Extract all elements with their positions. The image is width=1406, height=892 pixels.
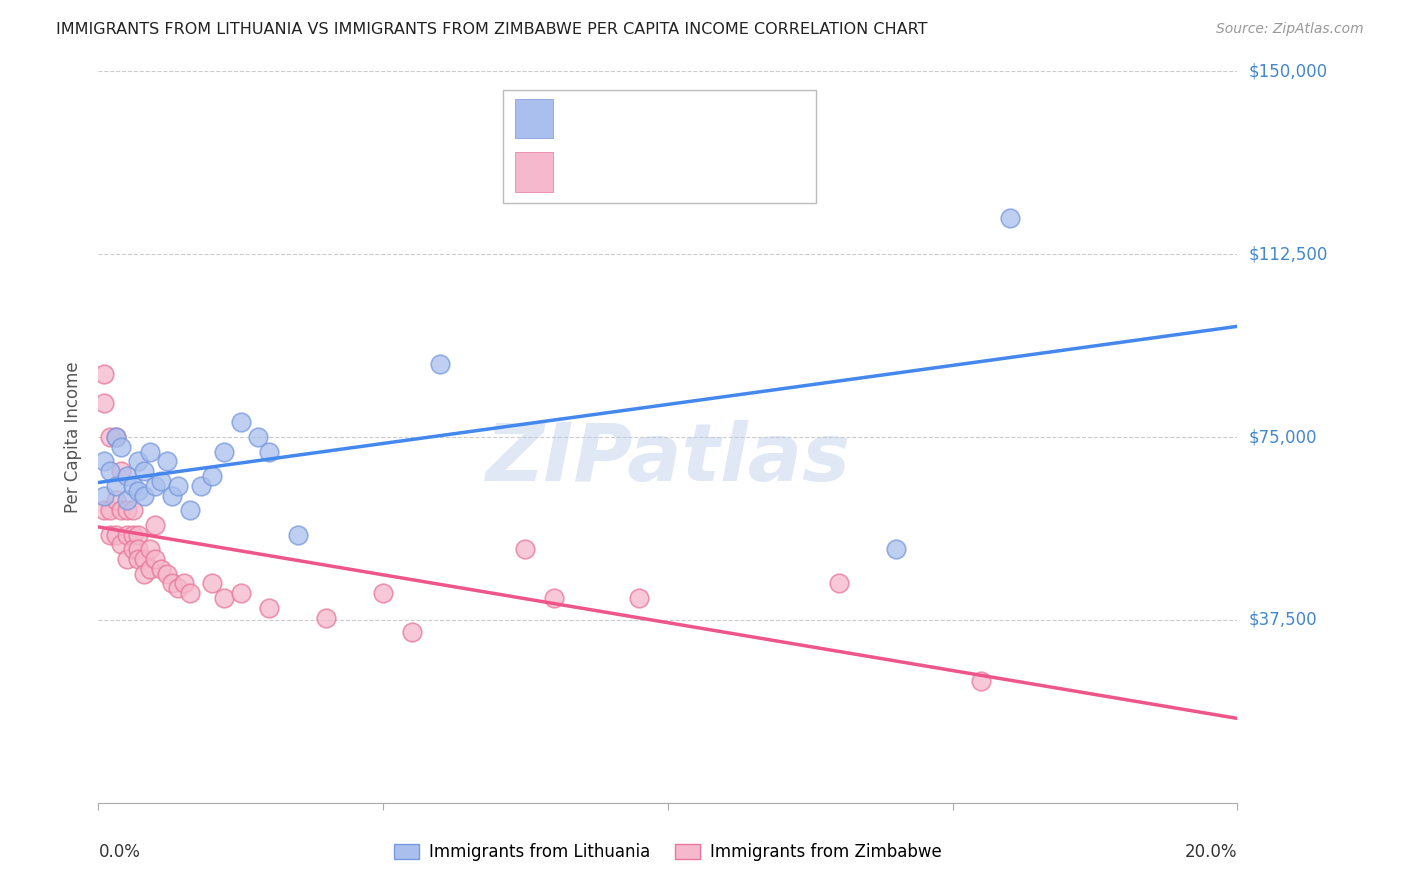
Point xyxy=(127,483,149,498)
Point xyxy=(98,503,121,517)
Point xyxy=(121,527,143,541)
Point xyxy=(162,489,184,503)
Legend: Immigrants from Lithuania, Immigrants from Zimbabwe: Immigrants from Lithuania, Immigrants fr… xyxy=(387,837,949,868)
Point xyxy=(110,440,132,454)
Point xyxy=(138,444,160,458)
Point xyxy=(104,493,127,508)
Point xyxy=(515,542,537,557)
Point xyxy=(121,542,143,557)
Point xyxy=(127,527,149,541)
Point xyxy=(229,416,252,430)
Point xyxy=(132,552,155,566)
Point xyxy=(315,610,337,624)
Point xyxy=(98,464,121,478)
Point xyxy=(287,527,309,541)
Point xyxy=(156,566,179,581)
Text: $112,500: $112,500 xyxy=(1249,245,1327,263)
Text: $150,000: $150,000 xyxy=(1249,62,1327,80)
Point xyxy=(115,493,138,508)
Point xyxy=(115,527,138,541)
Point xyxy=(104,479,127,493)
Point xyxy=(259,444,281,458)
Point xyxy=(150,562,173,576)
Point xyxy=(201,576,224,591)
Point xyxy=(229,586,252,600)
Point xyxy=(132,489,155,503)
Point xyxy=(104,430,127,444)
Point xyxy=(145,479,167,493)
Point xyxy=(104,527,127,541)
Point xyxy=(145,552,167,566)
Text: $37,500: $37,500 xyxy=(1249,611,1317,629)
Point xyxy=(110,537,132,551)
Text: 20.0%: 20.0% xyxy=(1185,843,1237,861)
Point xyxy=(970,673,993,688)
Point xyxy=(401,625,423,640)
Point xyxy=(121,479,143,493)
Point xyxy=(110,503,132,517)
Point xyxy=(121,503,143,517)
Point xyxy=(127,454,149,468)
Point xyxy=(115,503,138,517)
Point xyxy=(93,396,115,410)
Point xyxy=(259,600,281,615)
Point xyxy=(115,469,138,483)
Point xyxy=(115,552,138,566)
Text: IMMIGRANTS FROM LITHUANIA VS IMMIGRANTS FROM ZIMBABWE PER CAPITA INCOME CORRELAT: IMMIGRANTS FROM LITHUANIA VS IMMIGRANTS … xyxy=(56,22,928,37)
Point xyxy=(179,586,201,600)
Point xyxy=(828,576,851,591)
Point xyxy=(201,469,224,483)
Point xyxy=(212,444,235,458)
Point xyxy=(628,591,651,605)
Point xyxy=(190,479,212,493)
Point xyxy=(127,542,149,557)
Point xyxy=(93,489,115,503)
Point xyxy=(93,503,115,517)
Point xyxy=(127,552,149,566)
Point xyxy=(132,566,155,581)
Point xyxy=(543,591,565,605)
Text: ZIPatlas: ZIPatlas xyxy=(485,420,851,498)
Point xyxy=(173,576,195,591)
Point xyxy=(93,454,115,468)
Point xyxy=(162,576,184,591)
Point xyxy=(373,586,395,600)
Y-axis label: Per Capita Income: Per Capita Income xyxy=(65,361,83,513)
Point xyxy=(212,591,235,605)
Point xyxy=(110,464,132,478)
Point xyxy=(429,357,451,371)
Point xyxy=(104,430,127,444)
Point xyxy=(138,542,160,557)
Point xyxy=(98,527,121,541)
Point xyxy=(167,479,190,493)
Point xyxy=(884,542,907,557)
Point xyxy=(98,430,121,444)
Text: 0.0%: 0.0% xyxy=(98,843,141,861)
Point xyxy=(138,562,160,576)
Point xyxy=(179,503,201,517)
Point xyxy=(156,454,179,468)
Point xyxy=(246,430,269,444)
Text: $75,000: $75,000 xyxy=(1249,428,1317,446)
Point xyxy=(93,367,115,381)
Point xyxy=(167,581,190,595)
Point xyxy=(145,517,167,532)
Point xyxy=(150,474,173,488)
Text: Source: ZipAtlas.com: Source: ZipAtlas.com xyxy=(1216,22,1364,37)
Point xyxy=(998,211,1021,225)
Point xyxy=(132,464,155,478)
